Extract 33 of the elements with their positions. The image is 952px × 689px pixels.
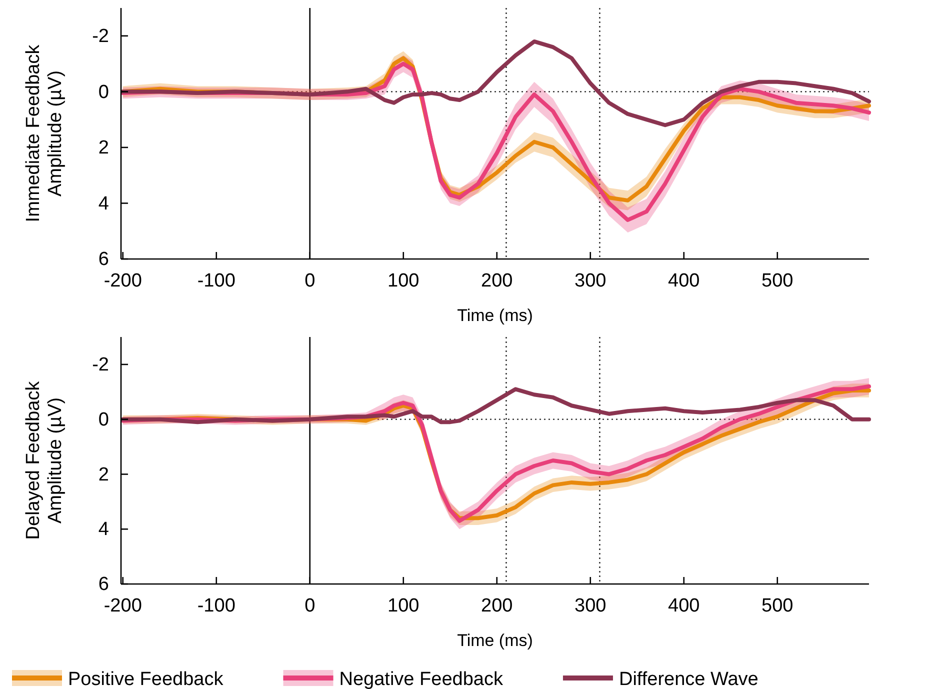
y-tick-label: 2 bbox=[98, 138, 109, 159]
y-axis-title: Immediate Feedback Amplitude (µV) bbox=[23, 44, 66, 222]
x-tick-label: -200 bbox=[104, 270, 142, 292]
x-tick-label: -100 bbox=[197, 270, 236, 292]
x-tick-label: 300 bbox=[574, 595, 606, 616]
x-axis-title: Time (ms) bbox=[457, 631, 533, 650]
x-tick-label: 0 bbox=[304, 595, 316, 616]
y-axis-title: Delayed Feedback Amplitude (µV) bbox=[23, 380, 66, 540]
x-tick-label: 500 bbox=[762, 595, 794, 616]
y-tick-label: 6 bbox=[98, 249, 109, 270]
y-tick-label: 6 bbox=[98, 574, 109, 596]
x-tick-label: 300 bbox=[574, 270, 606, 292]
x-axis-title: Time (ms) bbox=[457, 306, 533, 325]
y-tick-label: -2 bbox=[92, 354, 109, 376]
x-tick-label: 200 bbox=[481, 595, 513, 616]
x-tick-label: 200 bbox=[481, 270, 513, 292]
y-tick-label: 4 bbox=[98, 193, 110, 214]
y-tick-label: 0 bbox=[98, 409, 109, 430]
legend-label: Difference Wave bbox=[618, 669, 758, 689]
y-tick-label: 2 bbox=[98, 464, 109, 486]
x-tick-label: 400 bbox=[668, 270, 700, 292]
y-tick-label: 0 bbox=[98, 82, 109, 103]
x-tick-label: 500 bbox=[762, 270, 794, 292]
y-tick-label: 4 bbox=[98, 519, 110, 540]
legend-label: Positive Feedback bbox=[68, 669, 224, 689]
x-tick-label: 100 bbox=[388, 270, 420, 292]
x-tick-label: 100 bbox=[388, 595, 420, 616]
legend-label: Negative Feedback bbox=[339, 669, 504, 689]
x-tick-label: 0 bbox=[304, 270, 316, 292]
y-tick-label: -2 bbox=[92, 26, 109, 47]
x-tick-label: -100 bbox=[197, 595, 236, 616]
x-tick-label: -200 bbox=[104, 595, 142, 616]
x-tick-label: 400 bbox=[668, 595, 700, 616]
